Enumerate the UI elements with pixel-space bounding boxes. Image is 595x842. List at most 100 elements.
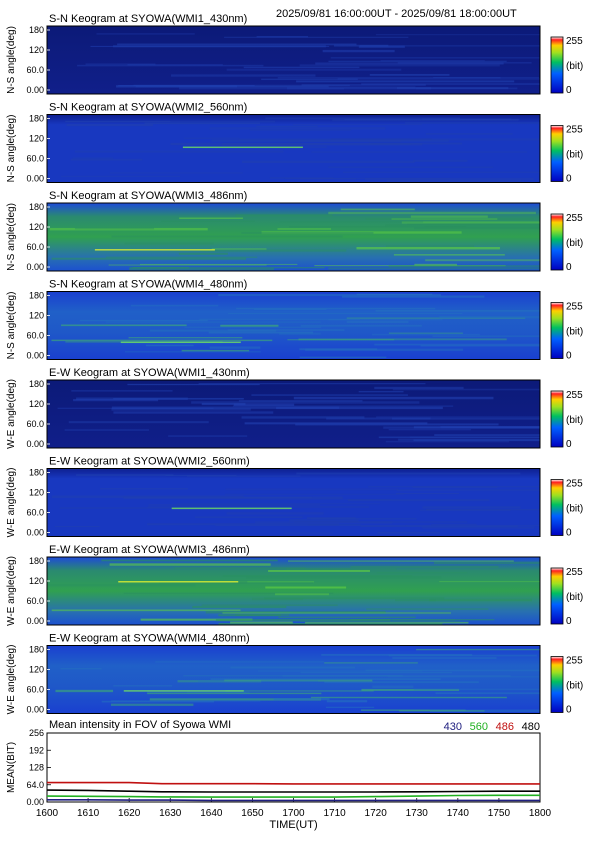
keogram-texture [420, 345, 540, 347]
keogram-y-tick: 0.00 [26, 174, 44, 184]
keogram-ylabel: N-S angle(deg) [6, 292, 17, 360]
keogram-texture [296, 80, 515, 83]
chart-ylabel: MEAN(BIT) [6, 742, 17, 793]
keogram-texture [405, 524, 540, 527]
keogram-title: S-N Keogram at SYOWA(WMI3_486nm) [49, 190, 247, 202]
keogram-texture [393, 254, 505, 256]
keogram-texture [425, 259, 540, 262]
keogram-texture [422, 506, 521, 509]
keogram-texture [378, 436, 540, 439]
keogram-frame [46, 25, 541, 95]
keogram-texture [101, 559, 278, 562]
keogram-y-tick: 60.0 [26, 419, 44, 429]
keogram-texture [279, 221, 424, 223]
keogram-texture [68, 421, 209, 424]
legend-label-480: 480 [522, 721, 540, 733]
keogram-texture [201, 604, 338, 606]
keogram-y-tick: 0.00 [26, 439, 44, 449]
legend-label-486: 486 [496, 721, 514, 733]
keogram-panel-3: S-N Keogram at SYOWA(WMI3_486nm) 180 120 60… [6, 190, 583, 273]
keogram-y-tick: 180 [29, 202, 44, 212]
keogram-y-tick: 180 [29, 379, 44, 389]
keogram-texture [184, 137, 240, 139]
colorbar [550, 479, 564, 536]
colorbar-min-label: 0 [566, 174, 572, 185]
keogram-texture [224, 679, 373, 682]
keogram-texture [211, 139, 449, 142]
keogram-y-tick: 60.0 [26, 154, 44, 164]
keogram-texture [289, 519, 359, 522]
chart-x-tick: 1750 [488, 808, 511, 819]
colorbar [550, 36, 564, 94]
colorbar-max-label: 255 [566, 390, 583, 401]
keogram-texture [210, 678, 441, 681]
series-line-486 [47, 781, 540, 785]
keogram-texture [414, 227, 540, 230]
keogram-texture [287, 87, 432, 90]
keogram-texture [371, 333, 480, 336]
keogram-aurora-arc [171, 507, 292, 510]
chart-x-tick: 1740 [447, 808, 470, 819]
keogram-texture [168, 435, 248, 437]
keogram-frame [46, 379, 541, 449]
keogram-texture [123, 592, 334, 594]
keogram-texture [370, 143, 412, 145]
keogram-panel-1: S-N Keogram at SYOWA(WMI1_430nm) 180 120 60… [6, 13, 583, 96]
keogram-texture [54, 525, 100, 528]
keogram-texture [344, 118, 520, 121]
keogram-texture [310, 517, 417, 520]
keogram-texture [199, 318, 361, 320]
colorbar-min-label: 0 [566, 351, 572, 362]
keogram-texture [299, 64, 500, 67]
chart-x-tick: 1720 [365, 808, 388, 819]
keogram-texture [376, 572, 468, 574]
keogram-texture [51, 339, 273, 342]
keogram-texture [233, 403, 295, 407]
keogram-y-tick: 120 [29, 576, 44, 586]
keogram-texture [64, 428, 149, 432]
keogram-texture [328, 211, 536, 215]
keogram-y-tick: 0.00 [26, 351, 44, 361]
keogram-texture [314, 265, 506, 267]
keogram-texture [380, 60, 485, 62]
keogram-texture [241, 416, 365, 419]
keogram-texture [433, 561, 540, 564]
keogram-y-tick: 60.0 [26, 596, 44, 606]
legend-label-430: 430 [444, 721, 462, 733]
keogram-texture [222, 575, 413, 577]
keogram-texture [301, 84, 426, 86]
keogram-texture [361, 83, 540, 86]
keogram-texture [321, 654, 473, 656]
keogram-texture [183, 675, 403, 677]
colorbar-min-label: 0 [566, 616, 572, 627]
keogram-texture [60, 668, 102, 670]
keogram-texture [209, 127, 386, 130]
keogram-texture [222, 612, 451, 614]
keogram-texture [236, 307, 436, 310]
chart-x-tick: 1730 [406, 808, 429, 819]
keogram-texture [101, 700, 215, 703]
keogram-ylabel: N-S angle(deg) [6, 115, 17, 183]
keogram-texture [305, 348, 464, 351]
colorbar-unit-label: (bit) [566, 592, 583, 603]
keogram-texture [324, 681, 479, 684]
keogram-texture [296, 472, 521, 475]
colorbar-unit-label: (bit) [566, 61, 583, 72]
keogram-texture [358, 45, 405, 48]
keogram-texture [300, 620, 461, 622]
keogram-texture [410, 215, 488, 218]
keogram-texture [49, 227, 208, 231]
keogram-texture [365, 669, 540, 672]
keogram-texture [57, 407, 214, 410]
keogram-texture [230, 666, 356, 669]
keogram-texture [278, 616, 416, 619]
chart-x-tick: 1700 [282, 808, 305, 819]
keogram-texture [375, 34, 540, 36]
keogram-texture [117, 43, 357, 46]
colorbar-max-label: 255 [566, 213, 583, 224]
keogram-y-tick: 0.00 [26, 262, 44, 272]
colorbar-max-label: 255 [566, 302, 583, 313]
colorbar [550, 213, 564, 271]
keogram-texture [385, 224, 540, 227]
